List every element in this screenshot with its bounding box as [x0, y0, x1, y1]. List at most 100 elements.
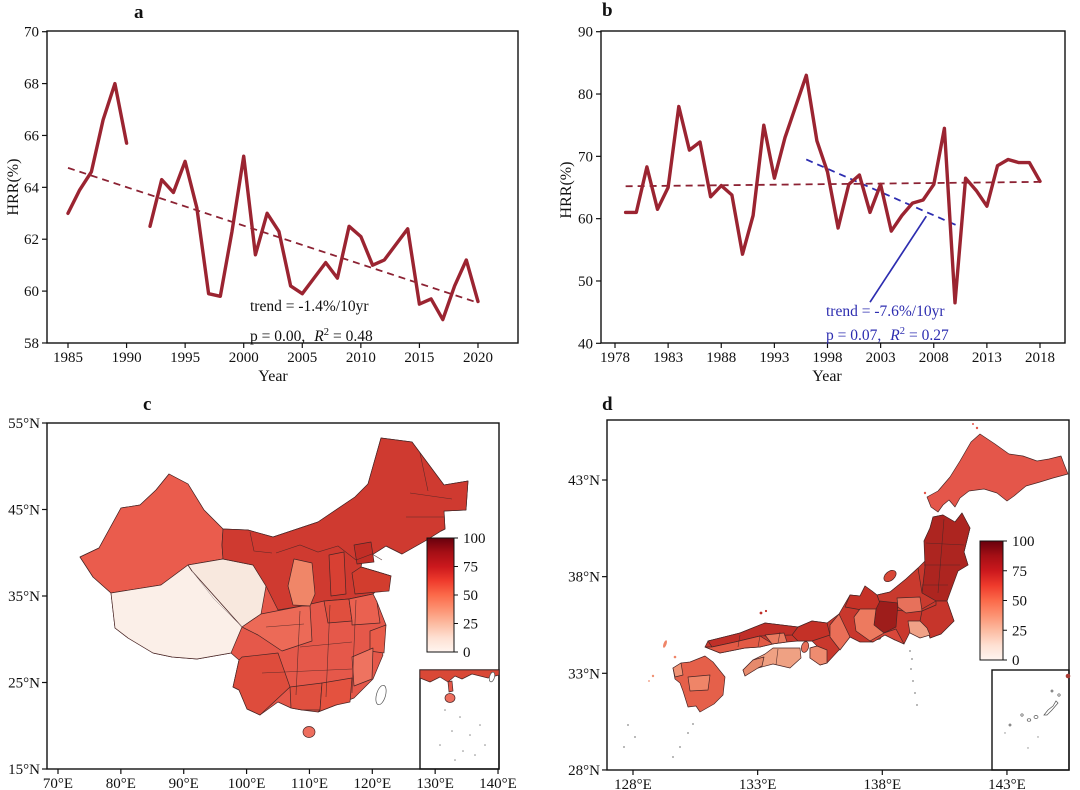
panel-letter-c: c [143, 394, 152, 415]
svg-text:138°E: 138°E [863, 777, 901, 790]
region-okayama [764, 632, 788, 645]
svg-text:2003: 2003 [866, 350, 896, 366]
svg-text:2008: 2008 [919, 350, 949, 366]
region-tibet [110, 564, 243, 660]
china-inset [419, 669, 500, 770]
region-shikoku-west [742, 656, 765, 677]
panel-letter-d: d [602, 394, 613, 415]
panel-b-chart: 1978 1983 1988 1993 1998 2003 2008 2013 2018 90 80… [578, 25, 1066, 366]
region-guangdong [317, 677, 353, 713]
svg-text:60: 60 [24, 284, 39, 300]
inset-coast-guangdong [419, 669, 500, 683]
svg-text:38°N: 38°N [568, 570, 600, 586]
south-china-sea-islands [439, 709, 486, 761]
svg-text:1978: 1978 [600, 350, 630, 366]
x-axis-label-a: Year [258, 368, 288, 385]
inset-red-islet [1065, 673, 1071, 679]
svg-text:0: 0 [463, 645, 471, 661]
svg-text:1990: 1990 [112, 350, 142, 366]
inset-leizhou [447, 680, 454, 693]
hrr-series-a [66, 81, 480, 322]
svg-text:133°E: 133°E [739, 777, 777, 790]
svg-text:128°E: 128°E [614, 777, 652, 790]
svg-text:40: 40 [578, 336, 593, 352]
svg-text:50: 50 [1012, 594, 1027, 610]
panel-a-stats: trend = -1.4%/10yr p = 0.00, R2 = 0.48 [250, 294, 373, 350]
map-frame-japan [606, 419, 1070, 771]
region-hainan [302, 726, 316, 738]
svg-text:45°N: 45°N [8, 503, 40, 519]
svg-text:70°E: 70°E [43, 776, 73, 790]
svg-text:100: 100 [1012, 534, 1035, 550]
svg-text:70: 70 [578, 149, 593, 165]
svg-text:1998: 1998 [813, 350, 843, 366]
svg-text:66: 66 [24, 128, 40, 144]
svg-text:68: 68 [24, 77, 39, 93]
map-axes-d: 128°E 133°E 138°E 143°E 43°N 38°N 33°N 28°N 100 7… [568, 473, 1034, 790]
japan-colorbar [979, 540, 1004, 661]
svg-text:28°N: 28°N [568, 763, 600, 779]
region-zhejiang [369, 624, 387, 654]
okinawa-outlines [1004, 689, 1061, 749]
svg-text:80: 80 [578, 87, 593, 103]
svg-text:143°E: 143°E [988, 777, 1026, 790]
region-chugoku-south [704, 635, 774, 654]
small-islands [623, 423, 979, 758]
region-shandong [351, 566, 392, 595]
inset-taiwan-tip [488, 671, 496, 683]
svg-text:55°N: 55°N [8, 416, 40, 432]
svg-text:130°E: 130°E [416, 776, 454, 790]
svg-text:2018: 2018 [1025, 350, 1055, 366]
svg-text:58: 58 [24, 336, 39, 352]
svg-text:64: 64 [24, 180, 40, 196]
svg-text:1995: 1995 [170, 350, 200, 366]
japan-prefecture-borders [737, 518, 965, 666]
svg-text:35°N: 35°N [8, 589, 40, 605]
svg-text:25: 25 [1012, 623, 1027, 639]
panel-d-map-japan: 128°E 133°E 138°E 143°E 43°N 38°N 33°N 28°N 100 7… [568, 419, 1071, 790]
china-regions [79, 437, 469, 738]
svg-text:2013: 2013 [972, 350, 1002, 366]
map-axes-c: 70°E 80°E 90°E 100°E 110°E 120°E 130°E 140°E 55°… [8, 416, 517, 790]
y-axis-label-a: HRR(%) [5, 158, 22, 216]
japan-inset [991, 669, 1071, 771]
panel-c-map-china: 70°E 80°E 90°E 100°E 110°E 120°E 130°E 140°E 55°… [8, 416, 517, 790]
svg-text:25°N: 25°N [8, 676, 40, 692]
svg-text:60: 60 [578, 212, 593, 228]
inset-box-china [419, 669, 500, 770]
plot-frame-b [600, 30, 1066, 344]
panel-b-stats: trend = -7.6%/10yr p = 0.07, R2 = 0.27 [826, 302, 949, 346]
region-gunma [896, 596, 923, 614]
svg-text:140°E: 140°E [479, 776, 517, 790]
svg-text:1993: 1993 [759, 350, 789, 366]
svg-text:1983: 1983 [653, 350, 683, 366]
svg-text:100: 100 [463, 531, 486, 547]
svg-text:50: 50 [463, 588, 478, 604]
panel-a-chart: 1985 1990 1995 2000 2005 2010 2015 2020 70 68 66 64… [24, 25, 519, 366]
x-axis-label-b: Year [812, 368, 842, 385]
region-sado [883, 569, 897, 583]
axes-b: 1978 1983 1988 1993 1998 2003 2008 2013 2018 90 80… [578, 25, 1055, 366]
taiwan-outline [375, 684, 387, 706]
region-guangxi [289, 682, 323, 711]
svg-text:80°E: 80°E [106, 776, 136, 790]
region-fujian [351, 647, 374, 687]
trend-label-a: trend = -1.4%/10yr [250, 298, 369, 315]
japan-regions [623, 423, 1069, 758]
svg-text:15°N: 15°N [8, 762, 40, 778]
inset-box-japan [991, 669, 1070, 771]
svg-text:50: 50 [578, 274, 593, 290]
axes-a: 1985 1990 1995 2000 2005 2010 2015 2020 70 68 66 64… [24, 25, 493, 366]
colorbar-china [426, 537, 455, 653]
china-colorbar [426, 537, 455, 653]
svg-text:75: 75 [463, 560, 478, 576]
svg-text:100°E: 100°E [228, 776, 266, 790]
svg-text:110°E: 110°E [291, 776, 328, 790]
svg-text:90°E: 90°E [169, 776, 199, 790]
region-beijing-hebei [353, 541, 375, 565]
panel-letter-b: b [602, 0, 613, 21]
svg-text:2015: 2015 [404, 350, 434, 366]
colorbar-japan [979, 540, 1004, 661]
svg-text:75: 75 [1012, 564, 1027, 580]
